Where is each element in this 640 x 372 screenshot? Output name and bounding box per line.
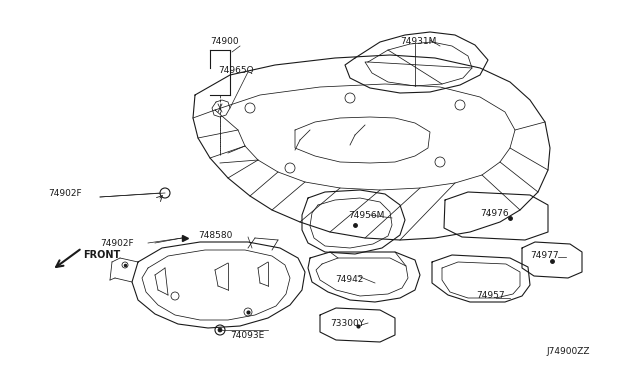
Text: 74977: 74977	[530, 250, 559, 260]
Text: 74902F: 74902F	[100, 238, 134, 247]
Text: 748580: 748580	[198, 231, 232, 240]
Text: 74957: 74957	[476, 291, 504, 299]
Text: 74902F: 74902F	[48, 189, 82, 198]
Text: 74965Q: 74965Q	[218, 65, 253, 74]
Text: 74976: 74976	[480, 208, 509, 218]
Text: 74900: 74900	[210, 38, 239, 46]
Text: 73300Y: 73300Y	[330, 318, 364, 327]
Text: 74942: 74942	[335, 276, 364, 285]
Text: 74931M: 74931M	[400, 38, 436, 46]
Text: J74900ZZ: J74900ZZ	[546, 347, 589, 356]
Text: FRONT: FRONT	[83, 250, 120, 260]
Text: 74956M: 74956M	[348, 211, 385, 219]
Text: 74093E: 74093E	[230, 331, 264, 340]
Circle shape	[218, 328, 222, 332]
